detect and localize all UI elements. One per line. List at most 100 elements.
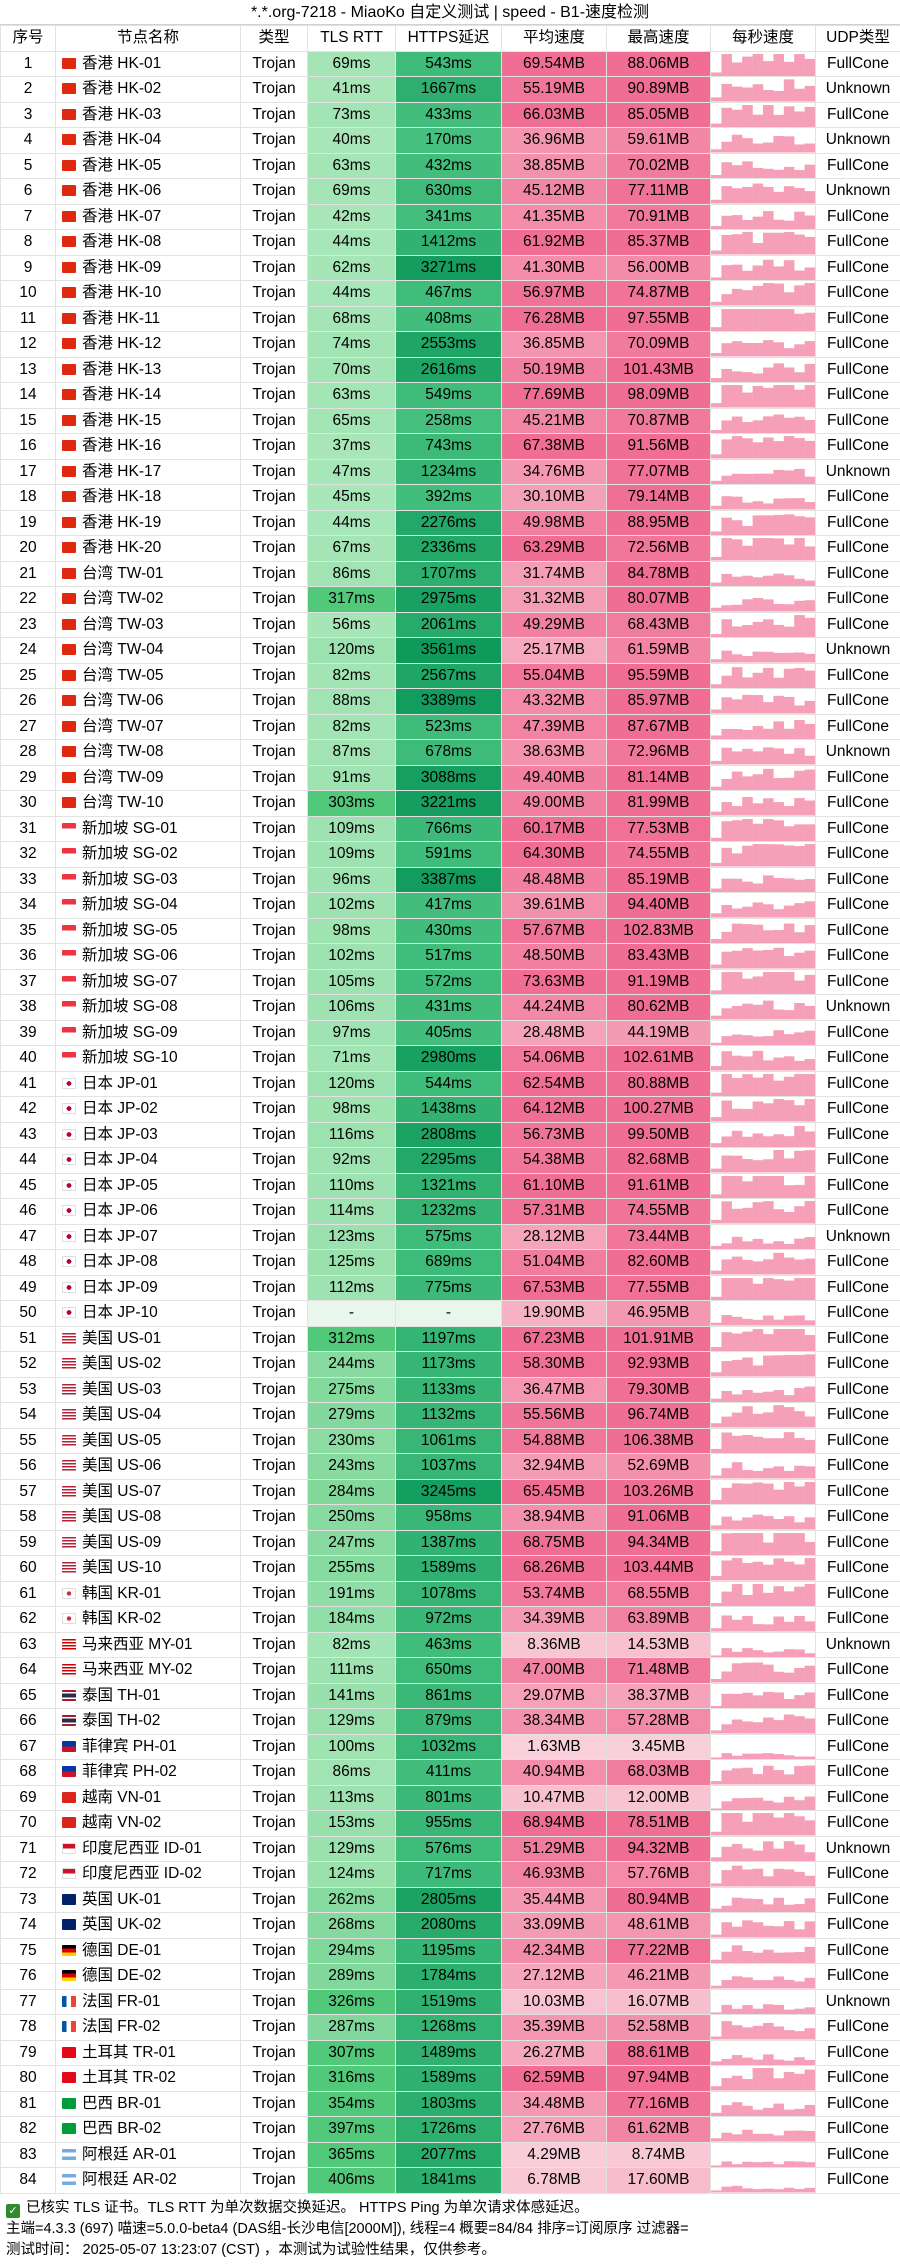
https-delay: 341ms (395, 203, 502, 230)
sparkline-bar (731, 751, 743, 765)
node-name: 韩国 KR-01 (55, 1580, 241, 1607)
speed-sparkline (711, 53, 815, 76)
node-name: 越南 VN-01 (55, 1784, 241, 1811)
node-name: 香港 HK-14 (55, 382, 241, 409)
sparkline-bar (804, 1583, 815, 1606)
sparkline-bar (763, 1201, 774, 1224)
udp-type: FullCone (815, 2014, 900, 2041)
https-delay: 544ms (395, 1070, 502, 1097)
sparkline-bar (763, 818, 774, 841)
per-second-speed (710, 688, 816, 715)
avg-speed: 67.53MB (501, 1274, 607, 1301)
tls-rtt: 284ms (307, 1478, 396, 1505)
avg-speed: 76.28MB (501, 305, 607, 332)
tls-rtt: 275ms (307, 1376, 396, 1403)
node-name: 台湾 TW-07 (55, 713, 241, 740)
node-name: 越南 VN-02 (55, 1810, 241, 1837)
sparkline-bar (773, 1278, 785, 1300)
proxy-type: Trojan (240, 1682, 308, 1709)
sparkline-bar (763, 971, 774, 994)
sparkline-bar (763, 1412, 774, 1428)
sparkline-bar (804, 878, 815, 892)
sparkline-bar (804, 1320, 815, 1326)
avg-speed: 49.40MB (501, 764, 607, 791)
node-name: 香港 HK-15 (55, 407, 241, 434)
sparkline-bar (711, 1270, 722, 1275)
tls-rtt: 68ms (307, 305, 396, 332)
udp-type: FullCone (815, 1733, 900, 1760)
tls-rtt: 397ms (307, 2116, 396, 2143)
udp-type: FullCone (815, 280, 900, 307)
proxy-type: Trojan (240, 433, 308, 460)
sparkline-bar (721, 1615, 733, 1632)
sparkline-bar (731, 819, 743, 841)
per-second-speed (710, 1172, 816, 1199)
sparkline-bar (742, 1615, 753, 1632)
avg-speed: 35.39MB (501, 2014, 607, 2041)
sparkline-bar (794, 823, 805, 841)
proxy-type: Trojan (240, 280, 308, 307)
avg-speed: 55.56MB (501, 1402, 607, 1429)
tls-rtt: 113ms (307, 1784, 396, 1811)
proxy-type: Trojan (240, 560, 308, 587)
sparkline-bar (804, 580, 815, 586)
avg-speed: 43.32MB (501, 688, 607, 715)
max-speed: 8.74MB (606, 2141, 711, 2168)
sparkline-bar (783, 1431, 795, 1453)
sparkline-bar (752, 576, 764, 586)
https-delay: 1438ms (395, 1096, 502, 1123)
sparkline-bar (721, 847, 733, 867)
tw-flag-icon (62, 695, 76, 707)
sparkline-bar (783, 1951, 795, 1963)
tw-flag-icon (62, 746, 76, 758)
sparkline-bar (742, 186, 753, 204)
table-row: 27 台湾 TW-07 Trojan 82ms 523ms 47.39MB 87.67MB F… (0, 713, 900, 740)
sparkline-bar (752, 1797, 764, 1810)
per-second-speed (710, 305, 816, 332)
sparkline-bar (773, 909, 785, 918)
proxy-type: Trojan (240, 2065, 308, 2092)
node-name-label: 新加坡 SG-07 (82, 972, 178, 990)
sparkline-bar (763, 340, 774, 357)
sparkline-bar (763, 798, 774, 816)
row-index: 77 (0, 1988, 56, 2015)
sparkline-bar (783, 1532, 795, 1555)
speed-sparkline (711, 1752, 815, 1759)
sparkline-bar (763, 2107, 774, 2116)
sparkline-bar (742, 1821, 753, 1836)
node-name-label: 美国 US-09 (82, 1533, 162, 1551)
sparkline-bar (731, 1332, 743, 1351)
table-row: 32 新加坡 SG-02 Trojan 109ms 591ms 64.30MB 74.55M… (0, 841, 900, 868)
sparkline-bar (731, 950, 743, 969)
per-second-speed (710, 1682, 816, 1709)
node-name: 法国 FR-01 (55, 1988, 241, 2015)
sparkline-bar (794, 1586, 805, 1606)
sparkline-bar (804, 1201, 815, 1224)
sparkline-bar (773, 819, 785, 841)
avg-speed: 64.12MB (501, 1096, 607, 1123)
sparkline-bar (721, 1201, 733, 1224)
sparkline-bar (783, 1754, 795, 1759)
sparkline-bar (763, 2068, 774, 2091)
max-speed: 85.19MB (606, 866, 711, 893)
node-name-label: 美国 US-05 (82, 1431, 162, 1449)
sparkline-bar (773, 1355, 785, 1377)
speed-sparkline (711, 844, 815, 867)
node-name-label: 韩国 KR-02 (82, 1610, 162, 1628)
sparkline-bar (742, 1469, 753, 1479)
row-index: 22 (0, 586, 56, 613)
sparkline-bar (763, 1903, 774, 1912)
sparkline-bar (773, 947, 785, 969)
sparkline-bar (783, 1211, 795, 1224)
speed-sparkline (711, 1328, 815, 1351)
sparkline-bar (711, 607, 722, 612)
sparkline-bar (783, 308, 795, 331)
sparkline-bar (711, 1883, 722, 1887)
node-name: 日本 JP-07 (55, 1223, 241, 1250)
node-name-label: 新加坡 SG-06 (82, 947, 178, 965)
node-name-label: 美国 US-04 (82, 1406, 162, 1424)
node-name: 日本 JP-05 (55, 1172, 241, 1199)
speed-sparkline (711, 436, 815, 459)
sparkline-bar (773, 1770, 785, 1785)
https-delay: 1589ms (395, 1555, 502, 1582)
